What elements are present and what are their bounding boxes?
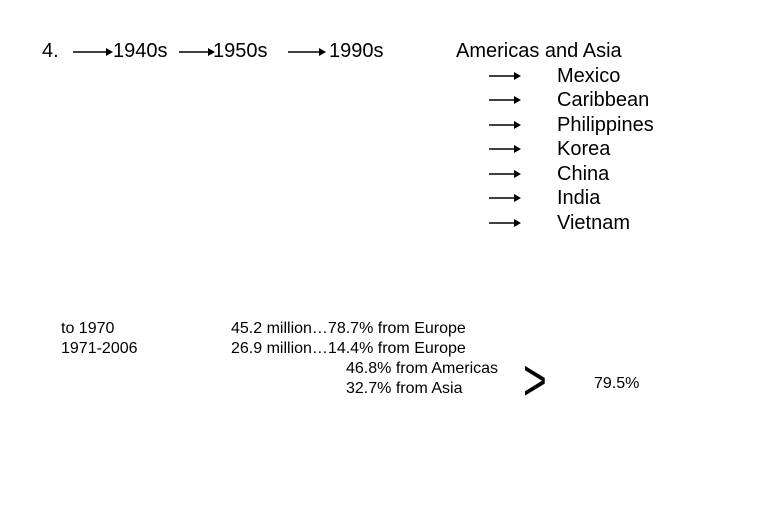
decade-1990s: 1990s: [329, 40, 384, 62]
country-korea: Korea: [557, 138, 611, 160]
stat-line-4: 32.7% from Asia: [346, 380, 463, 397]
greater-than-symbol: >: [523, 348, 547, 413]
country-caribbean: Caribbean: [557, 89, 650, 111]
step-number: 4.: [42, 40, 59, 62]
stat-line-2: 26.9 million…14.4% from Europe: [231, 340, 466, 357]
arrow-right-icon: [489, 94, 521, 106]
arrow-right-icon: [489, 119, 521, 131]
combined-percentage: 79.5%: [594, 375, 640, 392]
regions-header: Americas and Asia: [456, 40, 622, 62]
period-1971-2006: 1971-2006: [61, 340, 138, 357]
arrow-right-icon: [489, 168, 521, 180]
decade-1950s: 1950s: [213, 40, 268, 62]
period-to-1970: to 1970: [61, 320, 115, 337]
arrow-right-icon: [489, 143, 521, 155]
arrow-right-icon: [489, 217, 521, 229]
arrow-right-icon: [73, 46, 113, 58]
country-philippines: Philippines: [557, 114, 654, 136]
country-china: China: [557, 163, 610, 185]
arrow-right-icon: [288, 46, 326, 58]
country-vietnam: Vietnam: [557, 212, 631, 234]
arrow-right-icon: [179, 46, 215, 58]
stat-line-1: 45.2 million…78.7% from Europe: [231, 320, 466, 337]
arrow-right-icon: [489, 192, 521, 204]
country-india: India: [557, 187, 601, 209]
country-mexico: Mexico: [557, 65, 621, 87]
arrow-right-icon: [489, 70, 521, 82]
stat-line-3: 46.8% from Americas: [346, 360, 499, 377]
decade-1940s: 1940s: [113, 40, 168, 62]
